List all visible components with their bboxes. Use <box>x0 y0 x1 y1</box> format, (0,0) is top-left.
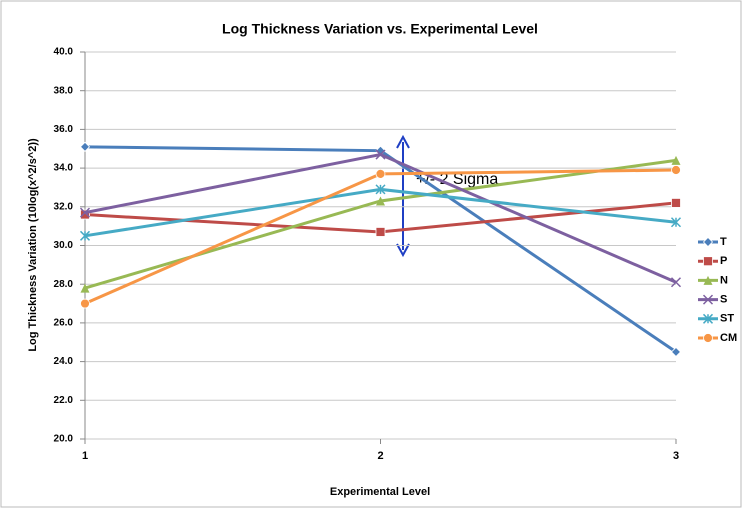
legend-label: ST <box>720 313 734 325</box>
marker <box>670 217 682 228</box>
legend-label: N <box>720 274 728 286</box>
y-tick-label: 36.0 <box>54 124 74 135</box>
x-tick-label: 2 <box>377 450 383 462</box>
marker <box>671 165 681 175</box>
legend-label: CM <box>720 332 737 344</box>
marker <box>376 196 385 206</box>
legend-marker <box>703 275 713 285</box>
series <box>80 165 681 309</box>
legend-label: S <box>720 294 727 306</box>
legend-marker <box>702 294 714 305</box>
legend-marker <box>702 313 714 324</box>
y-tick-label: 24.0 <box>54 356 74 367</box>
marker <box>671 198 681 208</box>
legend-item: T <box>698 236 727 248</box>
marker <box>79 207 91 218</box>
marker <box>375 184 386 195</box>
legend-item: CM <box>698 332 737 344</box>
marker <box>79 141 91 152</box>
legend-marker <box>702 236 714 248</box>
marker <box>79 230 91 241</box>
series <box>79 141 682 357</box>
y-tick-label: 28.0 <box>54 279 74 290</box>
y-tick-label: 40.0 <box>54 47 74 58</box>
marker <box>375 227 386 237</box>
y-tick-label: 20.0 <box>54 434 74 445</box>
annotation: +/- 2 Sigma <box>416 171 498 188</box>
sigma-arrow <box>396 134 410 258</box>
y-tick-label: 30.0 <box>54 240 74 251</box>
chart-title: Log Thickness Variation vs. Experimental… <box>222 21 538 37</box>
legend-item: N <box>698 274 728 286</box>
legend-marker <box>703 256 713 267</box>
legend-item: P <box>698 255 727 267</box>
y-tick-label: 32.0 <box>54 201 74 212</box>
legend-item: S <box>698 294 727 306</box>
legend-marker <box>703 333 713 343</box>
marker <box>375 169 386 179</box>
x-tick-label: 3 <box>673 450 679 462</box>
series <box>79 149 682 288</box>
legend-label: T <box>720 236 727 248</box>
marker <box>670 277 682 288</box>
marker <box>375 149 386 160</box>
legend-item: ST <box>698 313 734 325</box>
y-axis-title: Log Thickness Variation (10log(x^2/s^2)) <box>27 138 39 352</box>
series <box>79 184 682 241</box>
marker <box>80 298 90 309</box>
marker <box>80 209 90 220</box>
y-tick-label: 22.0 <box>54 395 74 406</box>
y-tick-label: 34.0 <box>54 163 74 174</box>
marker <box>80 283 90 293</box>
y-tick-label: 26.0 <box>54 318 74 329</box>
marker <box>670 346 682 357</box>
x-tick-label: 1 <box>82 450 88 462</box>
x-axis-title: Experimental Level <box>330 486 430 498</box>
marker <box>671 155 681 165</box>
y-tick-label: 38.0 <box>54 85 74 96</box>
legend-label: P <box>720 255 727 267</box>
